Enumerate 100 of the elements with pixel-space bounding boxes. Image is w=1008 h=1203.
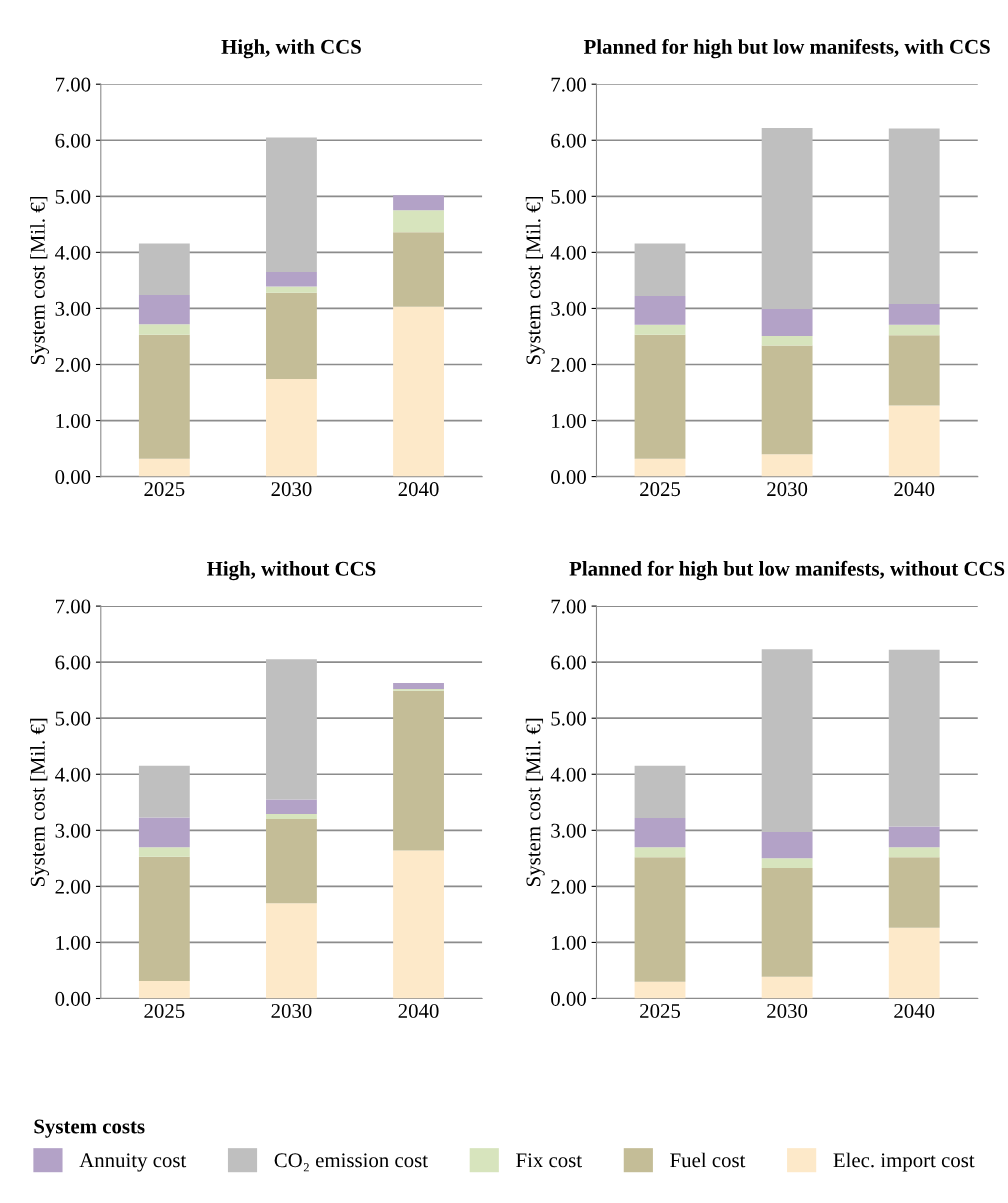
- bar: [634, 857, 686, 982]
- bar: [761, 335, 813, 346]
- y-tick-label: 4.00: [55, 245, 91, 260]
- x-tick-label: 2040: [894, 1003, 935, 1019]
- bar: [634, 847, 686, 858]
- chart-title: High, with CCS: [221, 39, 361, 59]
- bar: [761, 976, 813, 999]
- bar: [761, 345, 813, 455]
- bar: [138, 981, 190, 999]
- x-tick-label: 2030: [767, 1003, 808, 1019]
- bar: [393, 232, 444, 307]
- y-tick-label: 0.00: [55, 991, 91, 1007]
- y-tick-label: 4.00: [550, 767, 586, 782]
- bar: [761, 127, 813, 309]
- y-tick-label: 3.00: [551, 823, 586, 838]
- y-tick-label: 6.00: [55, 133, 91, 148]
- legend-label: CO₂ emission cost: [274, 1153, 428, 1172]
- y-axis-title: System cost [Mil. €]: [525, 196, 545, 365]
- bar: [266, 799, 317, 815]
- bar: [888, 405, 940, 477]
- y-tick-label: 7.00: [55, 77, 91, 92]
- y-tick-label: 5.00: [551, 189, 586, 204]
- chart-title: Planned for high but low manifests, without CCS: [569, 560, 1005, 581]
- bar: [266, 379, 317, 477]
- bar: [393, 306, 444, 477]
- bar: [266, 272, 317, 287]
- x-tick-label: 2040: [398, 482, 439, 497]
- bar: [266, 292, 317, 380]
- x-tick-label: 2040: [398, 1003, 439, 1019]
- bar: [888, 649, 940, 827]
- y-tick-label: 1.00: [552, 413, 586, 429]
- legend-title: System costs: [34, 1119, 145, 1138]
- y-tick-label: 7.00: [551, 599, 586, 614]
- y-tick-label: 0.00: [551, 469, 586, 485]
- bar: [634, 243, 686, 297]
- x-tick-label: 2030: [767, 482, 808, 497]
- x-tick-label: 2025: [640, 482, 681, 497]
- chart-title: High, without CCS: [207, 561, 376, 581]
- bar: [266, 286, 317, 293]
- y-tick-label: 4.00: [550, 245, 586, 260]
- bar: [888, 847, 940, 858]
- bar: [761, 867, 813, 977]
- y-axis-title: System cost [Mil. €]: [30, 718, 50, 886]
- y-tick-label: 6.00: [55, 655, 91, 670]
- y-tick-label: 2.00: [551, 357, 586, 373]
- x-tick-label: 2030: [271, 1003, 312, 1019]
- bar: [888, 128, 940, 304]
- bar: [634, 334, 686, 459]
- bar: [393, 690, 444, 851]
- bar: [761, 832, 813, 859]
- bar: [634, 817, 686, 848]
- y-tick-label: 6.00: [551, 655, 586, 670]
- y-tick-label: 1.00: [56, 413, 91, 429]
- bar: [138, 458, 190, 477]
- bar: [888, 335, 940, 406]
- bar: [138, 324, 190, 335]
- bar: [138, 243, 190, 295]
- y-tick-label: 0.00: [551, 991, 586, 1007]
- bar: [634, 458, 686, 477]
- y-tick-label: 7.00: [551, 77, 586, 92]
- y-tick-label: 1.00: [56, 935, 91, 950]
- y-axis-title: System cost [Mil. €]: [30, 196, 50, 365]
- bar: [888, 324, 940, 336]
- y-tick-label: 4.00: [55, 767, 91, 782]
- x-tick-label: 2025: [144, 482, 185, 497]
- bar: [266, 659, 317, 800]
- bar: [888, 303, 940, 325]
- legend-label: Fuel cost: [670, 1152, 746, 1168]
- legend-label: Fix cost: [516, 1153, 582, 1168]
- bar: [393, 195, 444, 211]
- bar: [266, 137, 317, 272]
- y-tick-label: 3.00: [55, 823, 91, 838]
- bar: [138, 856, 190, 982]
- y-tick-label: 0.00: [55, 469, 91, 485]
- y-tick-label: 3.00: [551, 301, 586, 316]
- y-axis-title: System cost [Mil. €]: [525, 718, 545, 886]
- y-tick-label: 7.00: [55, 599, 91, 614]
- y-tick-label: 5.00: [55, 189, 91, 204]
- bar: [266, 903, 317, 999]
- bar: [634, 296, 686, 325]
- bar: [761, 649, 813, 832]
- x-tick-label: 2025: [144, 1003, 185, 1019]
- bar: [393, 682, 444, 690]
- bar: [634, 324, 686, 335]
- y-tick-label: 6.00: [551, 133, 586, 148]
- y-tick-label: 1.00: [552, 935, 586, 950]
- x-tick-label: 2025: [640, 1003, 681, 1019]
- bar: [138, 847, 190, 857]
- bar: [393, 210, 444, 233]
- bar: [266, 819, 317, 904]
- bar: [761, 454, 813, 477]
- bar: [138, 294, 190, 325]
- bar: [888, 826, 940, 848]
- x-tick-label: 2030: [271, 482, 312, 497]
- bar: [761, 858, 813, 868]
- y-tick-label: 5.00: [55, 711, 91, 726]
- x-tick-label: 2040: [894, 482, 935, 497]
- bar: [266, 814, 317, 820]
- bar: [634, 765, 686, 818]
- y-tick-label: 2.00: [55, 357, 91, 373]
